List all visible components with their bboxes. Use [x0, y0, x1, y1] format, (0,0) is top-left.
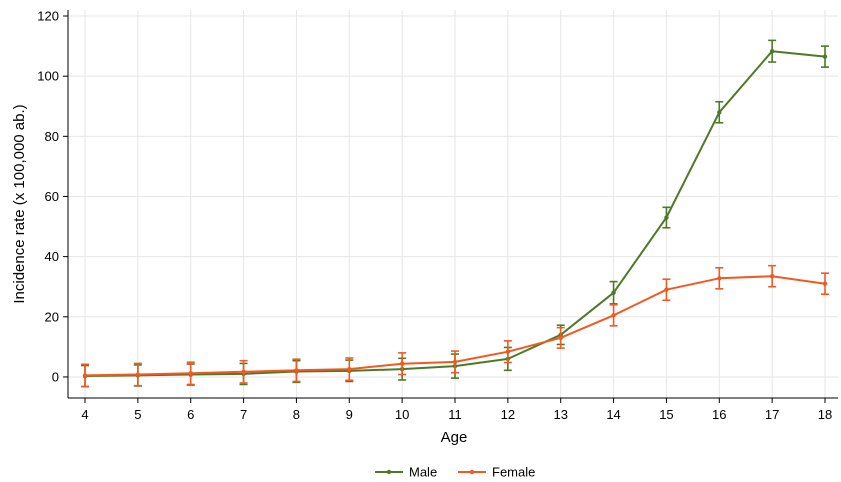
data-point-male: [822, 54, 828, 59]
x-tick-label: 12: [501, 407, 515, 422]
legend-item-female: Female: [458, 465, 535, 480]
y-tick-label: 0: [52, 369, 59, 384]
data-point-female: [294, 368, 299, 373]
x-ticks: 4 5 6 7 8 9 10 11 12 13 14 15 16 17 18: [81, 398, 832, 422]
x-tick-label: 4: [81, 407, 88, 422]
x-tick-label: 17: [765, 407, 779, 422]
x-tick-label: 6: [187, 407, 194, 422]
data-point-female: [82, 373, 88, 378]
data-point-female: [664, 287, 669, 292]
data-point-female: [188, 371, 193, 376]
legend-item-male: Male: [375, 465, 437, 480]
x-tick-label: 14: [606, 407, 620, 422]
y-tick-label: 100: [37, 69, 59, 84]
data-point-female: [241, 369, 246, 375]
x-tick-label: 10: [395, 407, 409, 422]
y-tick-label: 20: [45, 309, 59, 324]
legend-marker-male: [386, 469, 392, 475]
x-tick-label: 16: [712, 407, 726, 422]
x-tick-label: 8: [293, 407, 300, 422]
x-tick-label: 5: [134, 407, 141, 422]
x-tick-label: 11: [448, 407, 462, 422]
data-point-female: [347, 366, 352, 372]
series-female: [81, 264, 829, 388]
axes: [67, 10, 838, 399]
grid-lines: [68, 10, 838, 398]
data-point-female: [558, 335, 563, 341]
y-axis-label: Incidence rate (x 100,000 ab.): [11, 104, 28, 303]
data-point-female: [822, 281, 828, 286]
data-point-female: [769, 273, 775, 279]
y-tick-label: 120: [37, 9, 59, 24]
data-point-male: [611, 290, 616, 295]
legend-marker-female: [469, 469, 475, 475]
data-point-female: [135, 372, 141, 377]
x-tick-label: 9: [346, 407, 353, 422]
data-point-female: [452, 359, 458, 365]
data-point-female: [399, 361, 405, 366]
data-point-female: [717, 276, 722, 281]
legend-label-female: Female: [492, 465, 535, 480]
data-point-male: [717, 110, 722, 115]
series: [81, 39, 829, 388]
data-point-female: [505, 349, 511, 354]
x-axis-label: Age: [441, 429, 468, 446]
x-tick-label: 15: [659, 407, 673, 422]
y-ticks: 0 20 40 60 80 100 120: [37, 9, 68, 384]
data-point-female: [611, 313, 616, 318]
y-tick-label: 40: [45, 249, 59, 264]
legend-label-male: Male: [409, 465, 437, 480]
y-tick-label: 80: [45, 129, 59, 144]
x-tick-label: 18: [818, 407, 832, 422]
data-point-male: [769, 49, 775, 54]
x-tick-label: 13: [553, 407, 567, 422]
y-tick-label: 60: [45, 189, 59, 204]
legend: Male Female: [375, 465, 535, 480]
data-point-male: [664, 215, 669, 220]
x-tick-label: 7: [240, 407, 247, 422]
